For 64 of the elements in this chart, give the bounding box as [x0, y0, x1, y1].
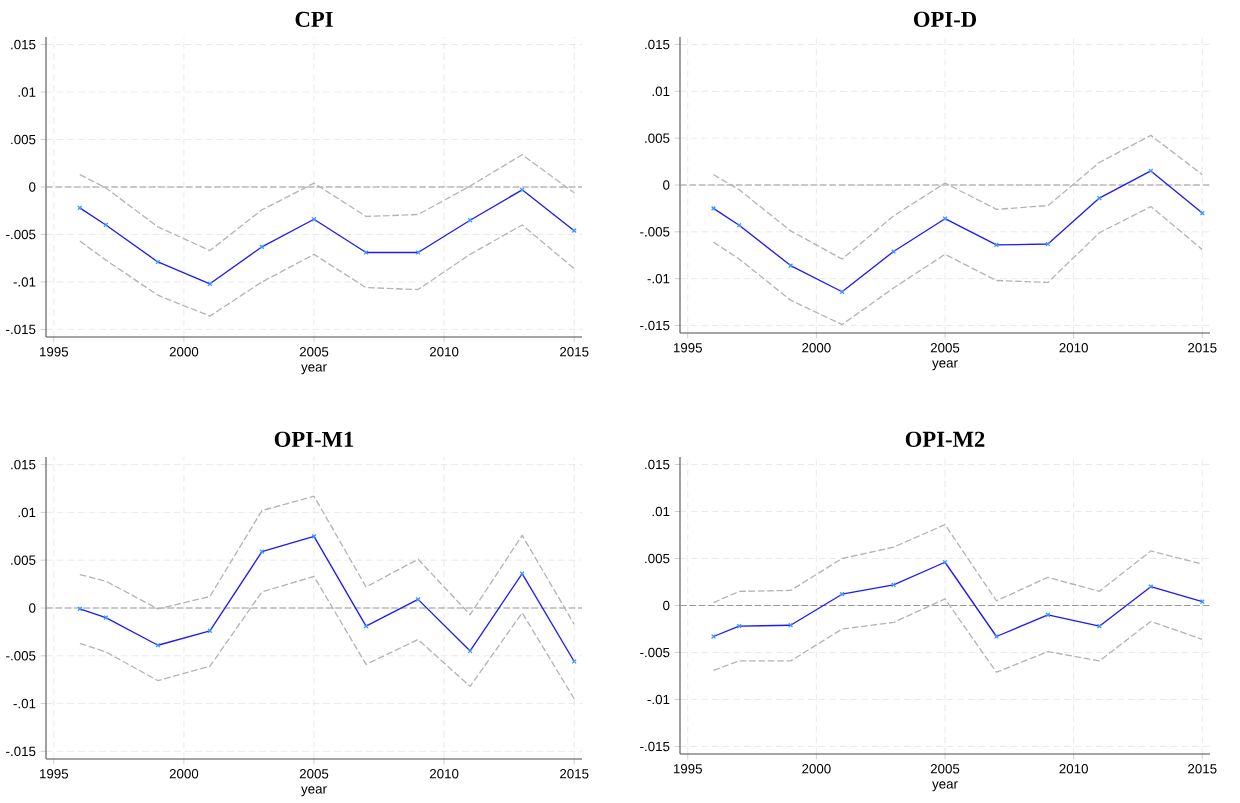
line-series [79, 575, 575, 700]
y-tick-label: -.01 [13, 698, 36, 709]
line-series [79, 154, 575, 252]
x-tick-label: 2015 [1188, 764, 1217, 774]
x-tick-label: 2005 [299, 769, 329, 779]
x-tick-label: 2005 [930, 343, 960, 353]
x-tick-label: 2015 [560, 347, 589, 357]
x-tick-label: 1995 [673, 764, 702, 774]
x-tick-label: 2000 [169, 769, 199, 779]
y-tick-label: -.01 [13, 277, 36, 287]
y-tick-label: -.01 [647, 694, 670, 705]
line-series [712, 134, 1203, 260]
y-tick-label: -.005 [6, 651, 36, 661]
x-tick-label: 1995 [40, 347, 69, 357]
x-axis-title: year [932, 360, 958, 371]
line-series [712, 205, 1203, 326]
x-axis-title: year [301, 364, 327, 375]
line-series [712, 523, 1203, 604]
y-tick-label: .005 [645, 553, 670, 564]
y-tick-label: -.015 [640, 320, 670, 331]
y-tick-label: 0 [663, 600, 670, 611]
y-tick-label: 0 [29, 603, 36, 613]
y-tick-label: -.015 [640, 741, 670, 752]
y-tick-label: 0 [29, 182, 36, 192]
line-series [712, 598, 1203, 673]
y-tick-label: -.015 [6, 324, 36, 335]
x-axis-title: year [301, 786, 327, 797]
y-tick-label: .015 [11, 459, 36, 470]
chart-title: OPI-M2 [905, 431, 985, 447]
y-tick-label: .005 [11, 555, 36, 565]
x-tick-label: 2010 [1059, 764, 1088, 774]
x-tick-label: 2010 [1059, 343, 1088, 353]
chart-title: CPI [295, 11, 333, 27]
line-series [79, 495, 575, 625]
y-tick-label: -.015 [6, 746, 36, 757]
y-tick-label: -.005 [640, 647, 670, 658]
y-tick-label: .015 [11, 39, 36, 50]
x-tick-label: 2005 [299, 347, 329, 357]
y-tick-label: .005 [645, 133, 670, 143]
y-tick-label: .01 [652, 506, 670, 517]
y-tick-label: .015 [645, 459, 670, 470]
y-tick-label: -.01 [647, 273, 670, 284]
x-tick-label: 2000 [802, 343, 831, 353]
x-tick-label: 2010 [429, 347, 459, 357]
x-axis-title: year [932, 781, 958, 792]
x-tick-label: 2000 [802, 764, 831, 774]
x-tick-label: 2015 [1188, 343, 1217, 353]
y-tick-label: -.005 [640, 227, 670, 237]
chart-title: OPI-M1 [274, 431, 354, 447]
x-tick-label: 2005 [930, 764, 960, 774]
x-tick-label: 2015 [560, 769, 589, 779]
x-tick-label: 1995 [40, 769, 69, 779]
x-tick-label: 1995 [673, 343, 702, 353]
chart-title: OPI-D [914, 11, 977, 27]
y-tick-label: .015 [645, 39, 670, 50]
x-tick-label: 2010 [429, 769, 459, 779]
x-tick-label: 2000 [169, 347, 199, 357]
y-tick-label: -.005 [6, 229, 36, 240]
y-tick-label: .01 [18, 87, 36, 97]
y-tick-label: .01 [18, 507, 36, 518]
line-series [79, 224, 575, 317]
y-tick-label: .01 [652, 86, 670, 97]
y-tick-label: .005 [11, 134, 36, 145]
y-tick-label: 0 [663, 180, 670, 190]
